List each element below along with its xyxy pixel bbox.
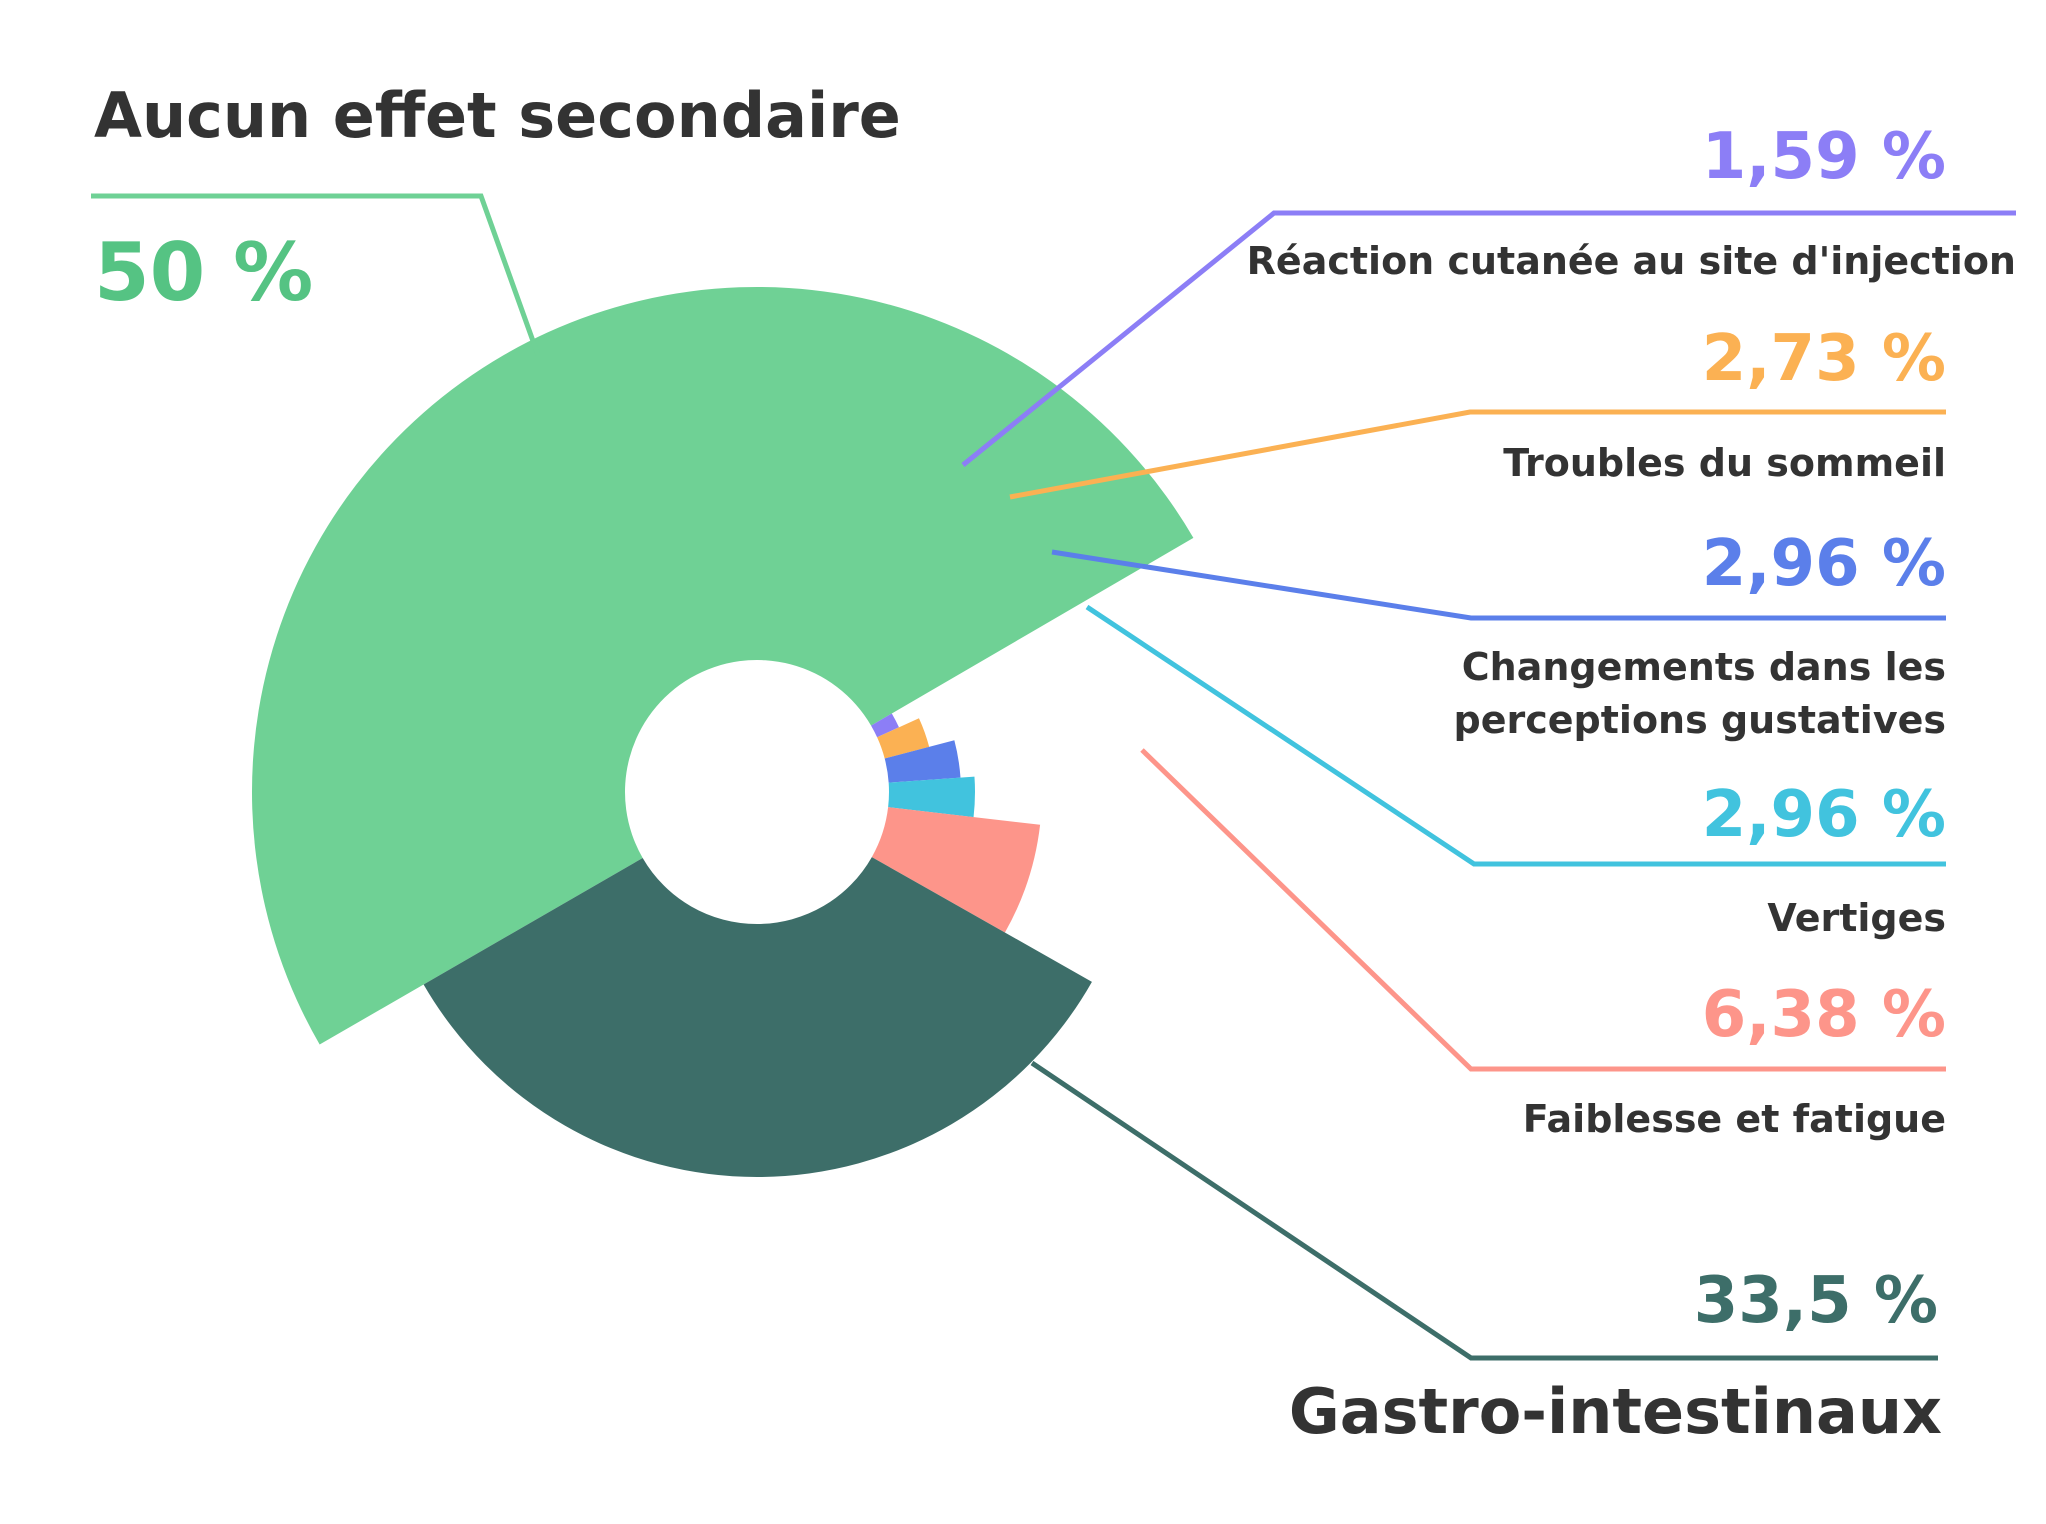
labels-group: 50 % Aucun effet secondaire 1,59 % Réaction… [94,79,2016,1448]
leader-line-reaction-cutanee-au-site-d-injection [961,210,2016,467]
category-label-faiblesse-et-fatigue: Faiblesse et fatigue [1523,1097,1946,1141]
percent-label-gastro-intestinaux: 33,5 % [1694,1264,1938,1338]
category-label-gastro-intestinaux: Gastro-intestinaux [1289,1375,1942,1448]
slice-gastro-intestinaux [423,857,1092,1178]
leader-line-troubles-du-sommeil [1009,409,1946,500]
percent-label-aucun-effet-secondaire: 50 % [94,226,313,319]
category-label-aucun-effet-secondaire: Aucun effet secondaire [94,79,901,152]
slices-group [251,286,1194,1178]
slice-aucun-effet-secondaire [251,286,1194,1045]
leader-line-gastro-intestinaux [1030,1060,1938,1361]
slice-faiblesse-et-fatigue [871,807,1041,933]
leader-lines-group [91,193,2016,1361]
slice-troubles-du-sommeil [877,718,930,759]
slice-changements-dans-les-perceptions-gustatives [884,740,961,783]
percent-label-vertiges: 2,96 % [1702,778,1946,852]
category-label-vertiges: Vertiges [1767,896,1946,940]
category-label-reaction-cutanee-au-site-d-injection: Réaction cutanée au site d'injection [1247,239,2016,283]
leader-line-faiblesse-et-fatigue [1140,748,1946,1072]
leader-line-vertiges [1085,604,1946,867]
leader-line-changements-dans-les-perceptions-gustatives [1051,549,1946,621]
leader-line-aucun-effet-secondaire [91,193,541,356]
slice-reaction-cutanee-au-site-d-injection [871,713,899,738]
percent-label-changements-dans-les-perceptions-gustatives: 2,96 % [1702,527,1946,601]
category-label-changements-dans-les-perceptions-gustatives: Changements dans les perceptions gustativ… [1454,645,1946,742]
slice-vertiges [888,776,975,818]
percent-label-reaction-cutanee-au-site-d-injection: 1,59 % [1702,120,1946,194]
category-label-troubles-du-sommeil: Troubles du sommeil [1503,441,1946,485]
percent-label-troubles-du-sommeil: 2,73 % [1702,322,1946,396]
percent-label-faiblesse-et-fatigue: 6,38 % [1702,978,1946,1052]
